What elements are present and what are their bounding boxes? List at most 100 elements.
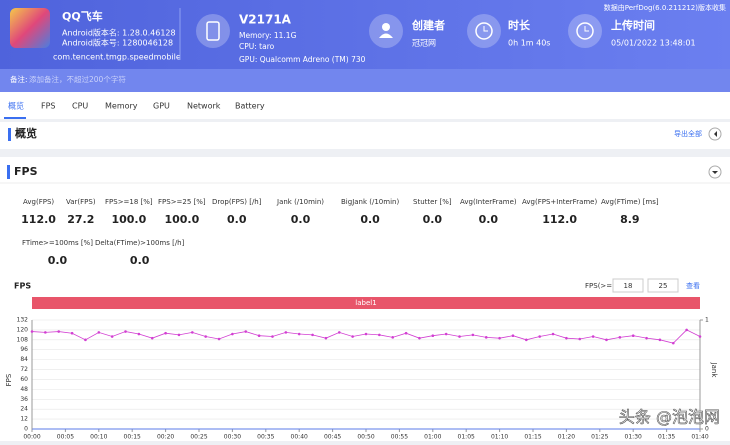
x-tick-label: 00:25: [190, 434, 207, 441]
x-tick-label: 01:25: [591, 434, 608, 441]
fps-point: [484, 336, 488, 339]
note-input[interactable]: 添加备注，不超过200个字符: [29, 74, 126, 84]
fps-point: [164, 331, 167, 335]
glyph: [382, 23, 390, 31]
metric-label: Delta(FTime)>100ms [/h]: [95, 239, 185, 247]
fps-point: [204, 335, 207, 338]
fps-point: [418, 336, 421, 340]
glyph: [576, 22, 594, 40]
fps-point: [110, 335, 114, 338]
fps-point: [471, 333, 475, 337]
tab[interactable]: 概览: [8, 101, 24, 111]
version-code: Android版本号: 1280046128: [62, 38, 173, 48]
threshold-input[interactable]: [612, 278, 644, 293]
y-tick-label: 48: [20, 386, 28, 393]
app-icon: [10, 8, 50, 48]
x-tick-label: 00:30: [224, 434, 241, 441]
fps-point: [578, 337, 582, 341]
fps-point: [30, 330, 34, 333]
fps-point: [257, 334, 261, 337]
overview-title: 概览: [15, 126, 37, 140]
threshold-label: FPS(>=): [585, 282, 615, 290]
fps-point: [525, 338, 528, 342]
fps-point: [297, 332, 301, 336]
device-gpu: GPU: Qualcomm Adreno (TM) 730: [239, 55, 366, 64]
threshold-value: 25: [659, 282, 668, 290]
tab[interactable]: FPS: [41, 102, 56, 111]
fps-point: [431, 334, 435, 337]
metric-value: 112.0: [542, 213, 577, 226]
tab[interactable]: Memory: [105, 102, 138, 111]
fps-point: [458, 335, 461, 338]
fps-point: [217, 337, 221, 341]
fps-point: [618, 336, 622, 339]
metric-value: 100.0: [111, 213, 146, 226]
metric-label: FTime>=100ms [%]: [22, 239, 93, 247]
metric-label: Stutter [%]: [413, 198, 452, 206]
threshold-value: 18: [624, 282, 633, 290]
glyph: [475, 22, 493, 40]
metric-label: FPS>=25 [%]: [158, 198, 206, 206]
y-tick-label: 72: [20, 366, 28, 373]
metric-label: BigJank (/10min): [341, 198, 399, 206]
glyph: [584, 26, 589, 32]
metric-value: 0.0: [48, 254, 68, 267]
fps-point: [645, 336, 648, 340]
y2-axis-label: Jank: [710, 362, 718, 379]
metric-label: FPS>=18 [%]: [105, 198, 153, 206]
tab[interactable]: CPU: [72, 102, 88, 111]
fps-point: [498, 336, 501, 340]
watermark: 头条 @泡泡网: [619, 408, 720, 427]
x-tick-label: 00:15: [124, 434, 141, 441]
export-all[interactable]: 导出全部: [674, 129, 702, 138]
section-bar: [7, 165, 10, 179]
fps-point: [177, 333, 181, 337]
fps-point: [605, 338, 608, 342]
creator-title: 创建者: [411, 18, 445, 32]
y-tick-label: 132: [17, 317, 29, 324]
upload-value: 05/01/2022 13:48:01: [611, 39, 696, 48]
y-tick-label: 108: [17, 336, 29, 343]
fps-point: [150, 336, 154, 340]
tab-bar: [0, 92, 730, 119]
x-tick-label: 00:10: [90, 434, 107, 441]
fps-point: [337, 331, 341, 334]
fps-point: [311, 333, 314, 337]
device-memory: Memory: 11.1G: [239, 31, 297, 40]
x-tick-label: 00:00: [23, 434, 40, 441]
package: com.tencent.tmgp.speedmobile: [53, 53, 181, 62]
fps-point: [391, 336, 395, 339]
metric-value: 8.9: [620, 213, 640, 226]
fps-point: [444, 332, 448, 336]
fps-point: [698, 335, 702, 338]
fps-point: [685, 328, 688, 332]
section-bar: [8, 128, 11, 141]
threshold-input[interactable]: [647, 278, 679, 293]
fps-point: [97, 331, 101, 334]
upload-title: 上传时间: [611, 18, 655, 32]
y-axis-label: FPS: [5, 373, 13, 386]
fps-point: [57, 330, 61, 333]
glyph: [712, 171, 718, 174]
label-bar: [32, 297, 700, 309]
y-tick-label: 60: [20, 376, 28, 383]
tab[interactable]: GPU: [153, 102, 170, 111]
x-tick-label: 01:40: [691, 434, 708, 441]
source-note: 数据由PerfDog(6.0.211212)版本收集: [604, 3, 726, 12]
fps-title: FPS: [14, 165, 38, 178]
metric-label: Jank (/10min): [276, 198, 324, 206]
y-tick-label: 0: [24, 426, 28, 433]
tab[interactable]: Network: [187, 102, 221, 111]
x-tick-label: 00:40: [291, 434, 308, 441]
glyph: [714, 131, 717, 137]
x-tick-label: 00:35: [257, 434, 274, 441]
metric-label: Avg(FPS): [23, 198, 54, 206]
fps-point: [631, 334, 635, 337]
duration-title: 时长: [508, 18, 531, 32]
fps-point: [591, 335, 595, 338]
view-button[interactable]: 查看: [686, 281, 700, 290]
tab[interactable]: Battery: [235, 102, 265, 111]
metric-label: Drop(FPS) [/h]: [212, 198, 262, 206]
metric-label: Var(FPS): [66, 198, 96, 206]
